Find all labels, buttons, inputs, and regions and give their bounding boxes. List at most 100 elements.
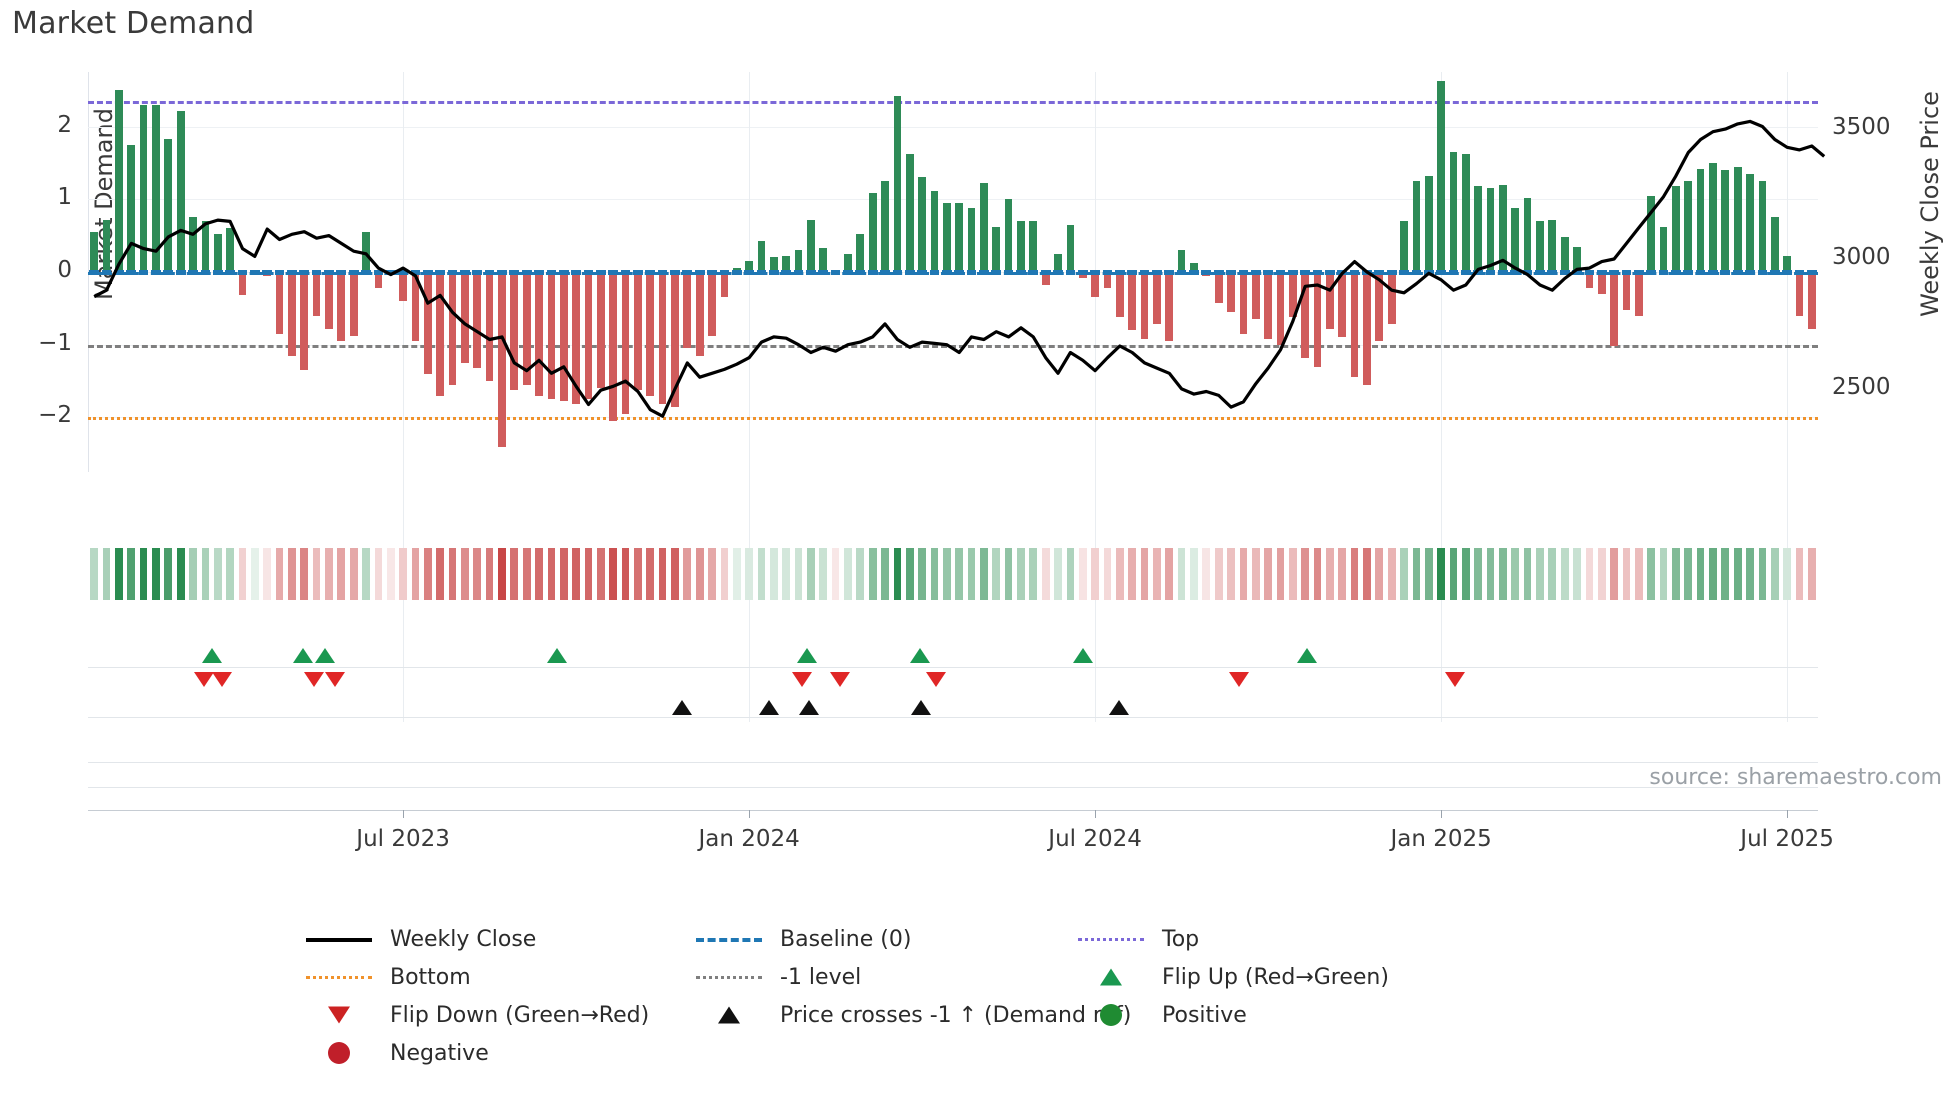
baseline-cap <box>1633 270 1644 275</box>
heatmap-cell <box>510 548 519 600</box>
demand-bar <box>844 253 852 272</box>
baseline-cap <box>1535 270 1545 275</box>
baseline-cap <box>163 270 174 275</box>
legend-item-negative[interactable]: Negative <box>300 1034 489 1072</box>
x-tick-label: Jan 2024 <box>698 826 800 852</box>
baseline-cap <box>1016 270 1026 275</box>
heatmap-cell <box>189 548 197 600</box>
legend-row: Flip Down (Green→Red) Price crosses -1 ↑… <box>300 996 1700 1034</box>
demand-bar <box>1437 81 1445 272</box>
demand-bar <box>1338 272 1347 338</box>
legend-item-flip-up[interactable]: Flip Up (Red→Green) <box>1072 958 1389 996</box>
baseline-cap <box>1028 270 1039 275</box>
x-tick-mark <box>1095 810 1097 818</box>
heatmap-cell <box>1684 548 1693 600</box>
flip-up-marker <box>293 648 313 663</box>
demand-bar <box>399 272 407 302</box>
baseline-cap <box>1448 270 1459 275</box>
heatmap-cell <box>1177 548 1186 600</box>
flip-up-marker <box>1297 648 1317 663</box>
demand-bar <box>1548 219 1557 272</box>
demand-bar <box>1807 272 1816 329</box>
baseline-cap <box>1238 270 1249 275</box>
heatmap-cell <box>411 548 420 600</box>
flip-down-marker <box>926 672 946 687</box>
heatmap-cell <box>1153 548 1161 600</box>
legend-item-bottom[interactable]: Bottom <box>300 958 471 996</box>
baseline-cap <box>373 270 384 275</box>
baseline-cap <box>1213 270 1224 275</box>
baseline-cap <box>1695 270 1706 275</box>
baseline-cap <box>262 270 272 275</box>
legend-label: Top <box>1162 926 1200 952</box>
heatmap-cell <box>213 548 222 600</box>
baseline-cap <box>460 270 470 275</box>
demand-bar <box>992 226 1001 272</box>
baseline-cap <box>509 270 520 275</box>
demand-bar <box>1783 256 1791 272</box>
baseline-cap <box>818 270 829 275</box>
demand-bar <box>1610 272 1618 347</box>
baseline-cap <box>89 270 99 275</box>
baseline-cap <box>546 270 557 275</box>
demand-bar <box>1733 166 1742 272</box>
baseline-cap <box>892 270 903 275</box>
heatmap-cell <box>1634 548 1643 600</box>
heatmap-cell <box>337 548 346 600</box>
price-cross-marker <box>1109 700 1129 715</box>
baseline-cap <box>768 270 779 275</box>
demand-bar <box>1622 272 1631 310</box>
baseline-cap <box>1757 270 1768 275</box>
legend-item-baseline[interactable]: Baseline (0) <box>690 920 911 958</box>
flip-up-marker <box>202 648 222 663</box>
demand-bar <box>1412 181 1421 272</box>
demand-bar <box>1536 221 1544 272</box>
heatmap-cell <box>547 548 556 600</box>
legend-item-positive[interactable]: Positive <box>1072 996 1247 1034</box>
demand-bar <box>189 216 197 272</box>
heatmap-cell <box>1770 548 1779 600</box>
baseline-cap <box>1114 270 1125 275</box>
flip-up-marker <box>547 648 567 663</box>
heatmap-cell <box>584 548 593 600</box>
legend-item-flip-down[interactable]: Flip Down (Green→Red) <box>300 996 649 1034</box>
baseline-cap <box>1720 270 1731 275</box>
heatmap-cell <box>1474 548 1482 600</box>
legend-item-top[interactable]: Top <box>1072 920 1199 958</box>
legend-item-weekly-close[interactable]: Weekly Close <box>300 920 536 958</box>
baseline-cap <box>175 270 186 275</box>
demand-bar <box>646 272 655 396</box>
reference-line-top <box>88 101 1818 105</box>
demand-bar <box>473 272 482 368</box>
baseline-cap <box>1510 270 1521 275</box>
baseline-cap <box>1609 270 1619 275</box>
demand-bar <box>1461 154 1470 272</box>
baseline-cap <box>114 270 124 275</box>
baseline-cap <box>954 270 964 275</box>
baseline-cap <box>1436 270 1446 275</box>
heatmap-cell <box>671 548 679 600</box>
baseline-cap <box>200 270 211 275</box>
baseline-cap <box>1732 270 1743 275</box>
demand-bar <box>584 272 593 400</box>
legend-item-minus1[interactable]: -1 level <box>690 958 861 996</box>
demand-bar <box>201 221 210 272</box>
baseline-cap <box>1399 270 1409 275</box>
heatmap-cell <box>794 548 803 600</box>
baseline-cap <box>101 270 112 275</box>
triangle-up-icon <box>1072 958 1150 996</box>
baseline-cap <box>645 270 656 275</box>
heatmap-cell <box>918 548 926 600</box>
baseline-cap <box>274 270 285 275</box>
demand-bar <box>1239 272 1248 334</box>
y2-tick-label: 3500 <box>1832 114 1891 141</box>
heatmap-cell <box>955 548 963 600</box>
legend-item-price-cross[interactable]: Price crosses -1 ↑ (Demand ref) <box>690 996 1131 1034</box>
demand-bar <box>893 96 902 272</box>
x-tick-label: Jul 2023 <box>356 826 450 852</box>
baseline-cap <box>917 270 927 275</box>
legend-label: Weekly Close <box>390 926 537 952</box>
flip-down-marker <box>194 672 214 687</box>
flip-down-marker <box>830 672 850 687</box>
heatmap-cell <box>1400 548 1408 600</box>
